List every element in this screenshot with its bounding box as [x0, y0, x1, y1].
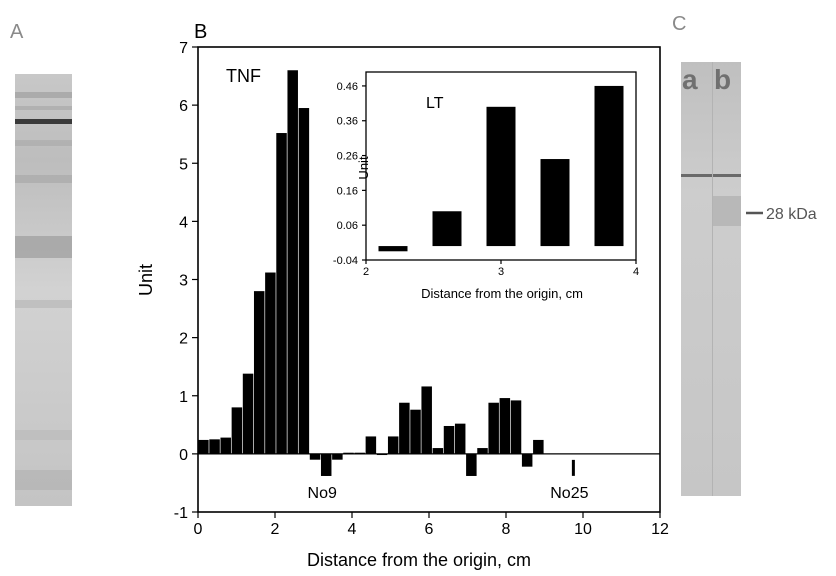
lane-label-b: b: [714, 64, 731, 95]
annotation-label: No25: [550, 485, 588, 502]
tnf-bar: [242, 373, 254, 454]
tnf-bar: [499, 398, 511, 454]
gel-strip-a: [15, 74, 72, 506]
lt-series-label: LT: [426, 95, 444, 112]
lt-inset-chart: 2 3 4 -0.04 0.06 0.16 0.26 0.36 0.46 LT Distanc…: [333, 71, 639, 301]
tnf-bar: [209, 439, 220, 454]
tnf-y-tick-label: 4: [179, 214, 188, 231]
tnf-x-tick-label: 6: [425, 521, 434, 538]
tnf-x-tick-label: 2: [271, 521, 280, 538]
tnf-bar: [365, 436, 377, 454]
tnf-bar: [477, 448, 488, 454]
tnf-bar: [432, 448, 444, 454]
main-y-axis-label: Unit: [136, 264, 156, 296]
lt-y-tick-label: 0.36: [337, 116, 358, 128]
panel-a-letter: A: [10, 21, 24, 43]
tnf-bar: [510, 400, 522, 454]
tnf-bar: [332, 453, 343, 460]
inset-y-ticks: -0.04 0.06 0.16 0.26 0.36 0.46: [333, 81, 366, 267]
tnf-bar: [399, 402, 410, 454]
tnf-y-tick-label: 0: [179, 447, 188, 464]
main-x-ticks: 0 2 4 6 8 10 12: [194, 512, 669, 538]
inset-y-axis-label: Unit: [356, 156, 371, 180]
tnf-y-tick-label: 3: [179, 273, 188, 290]
lt-y-tick-label: 0.06: [337, 220, 358, 232]
tnf-y-tick-label: 5: [179, 156, 188, 173]
tnf-series-label: TNF: [226, 66, 261, 86]
inset-bars: [378, 85, 624, 252]
tnf-y-tick-label: 2: [179, 331, 188, 348]
tnf-x-tick-label: 8: [502, 521, 511, 538]
lt-y-tick-label: 0.46: [337, 81, 358, 93]
inset-x-ticks: 2 3 4: [363, 260, 639, 278]
panel-c-letter: C: [672, 13, 686, 35]
tnf-bar: [287, 70, 298, 454]
main-x-axis-label: Distance from the origin, cm: [307, 550, 531, 570]
lt-y-tick-label: 0.26: [337, 151, 358, 163]
lt-y-tick-label: -0.04: [333, 255, 358, 267]
tnf-y-tick-label: 6: [179, 98, 188, 115]
tnf-bar: [276, 133, 287, 454]
lt-x-tick-label: 3: [498, 266, 504, 278]
lt-x-tick-label: 2: [363, 266, 369, 278]
tnf-bar: [454, 423, 466, 454]
tnf-bar: [521, 453, 533, 467]
molecular-weight-marker: 28 kDa: [766, 206, 817, 223]
tnf-x-tick-label: 12: [651, 521, 669, 538]
tnf-bar: [533, 439, 544, 454]
tnf-bar: [309, 453, 321, 460]
tnf-bar: [410, 409, 421, 454]
lt-bar: [594, 85, 624, 247]
tnf-y-tick-label: 1: [179, 389, 188, 406]
gel-strip-c: [681, 62, 741, 496]
tnf-bar: [466, 453, 477, 476]
tnf-bar: [265, 272, 276, 454]
tnf-y-tick-label: 7: [179, 40, 188, 57]
panel-b-letter: B: [194, 21, 207, 43]
lt-y-tick-label: 0.16: [337, 185, 358, 197]
lt-bar: [486, 106, 516, 247]
tnf-bar: [298, 108, 310, 454]
main-annotations: No9 No25: [308, 459, 589, 502]
lt-bar: [432, 211, 462, 247]
main-y-ticks: -1 0 1 2 3 4 5 6 7: [174, 40, 198, 522]
tnf-bar: [231, 407, 243, 454]
tnf-bar: [198, 439, 209, 454]
tnf-x-tick-label: 0: [194, 521, 203, 538]
tnf-bar: [421, 386, 432, 454]
inset-x-axis-label: Distance from the origin, cm: [421, 286, 583, 301]
tnf-bar: [387, 436, 399, 454]
lt-x-tick-label: 4: [633, 266, 639, 278]
tnf-y-tick-label: -1: [174, 505, 188, 522]
lt-bar: [540, 159, 570, 247]
lane-label-a: a: [682, 64, 698, 95]
annotation-label: No9: [308, 485, 337, 502]
tnf-bar: [488, 402, 499, 454]
lt-bar: [378, 246, 408, 252]
tnf-x-tick-label: 4: [348, 521, 357, 538]
tnf-bar: [443, 425, 455, 454]
tnf-x-tick-label: 10: [574, 521, 592, 538]
tnf-bar: [220, 437, 231, 454]
tnf-bar: [253, 291, 265, 454]
